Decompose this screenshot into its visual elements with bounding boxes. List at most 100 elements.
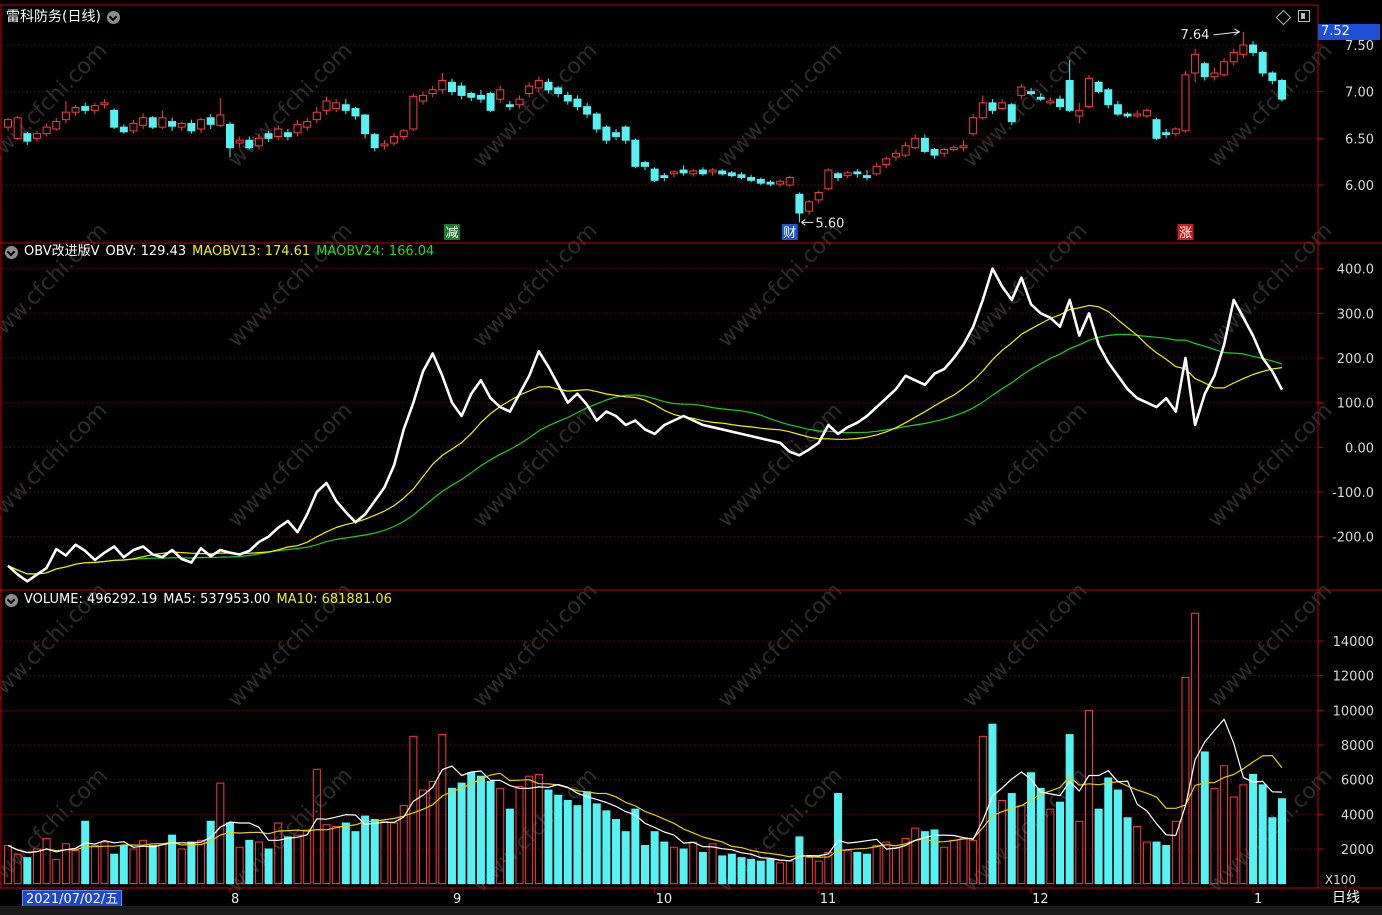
dropdown-circle-icon[interactable] <box>106 10 120 24</box>
candle <box>853 169 862 178</box>
candle-body <box>52 121 61 130</box>
candle <box>1142 108 1151 118</box>
candle-body <box>32 133 41 139</box>
volume-bar <box>766 858 775 885</box>
candle <box>641 160 649 171</box>
candle-body <box>679 169 688 174</box>
volume-bar <box>1046 808 1055 885</box>
volume-bar <box>1104 777 1113 885</box>
volume-bar <box>727 853 736 885</box>
candle <box>1123 112 1132 118</box>
watermark-text: www.cfchi.com <box>223 398 357 532</box>
obv-indicator-name[interactable]: OBV改进版V <box>24 244 100 259</box>
candle-body <box>1191 53 1200 74</box>
candle <box>409 93 418 131</box>
volume-value[interactable]: VOLUME: 496292.19 <box>24 592 158 607</box>
candle-body <box>853 171 862 175</box>
event-marker-label: 财 <box>783 226 796 241</box>
candle-body <box>4 119 12 128</box>
stock-title[interactable]: 雷科防务(日线) <box>6 9 101 25</box>
volume-bar <box>71 850 80 885</box>
candle <box>23 131 32 145</box>
candle-body <box>1239 44 1248 55</box>
volume-bar <box>409 735 418 885</box>
candle-body <box>1017 86 1026 96</box>
candle-body <box>563 94 572 102</box>
candle-body <box>959 145 968 149</box>
candle <box>148 115 157 129</box>
candle <box>1056 95 1065 111</box>
candle-body <box>1268 72 1277 81</box>
volume-bar <box>90 845 99 885</box>
candle-body <box>496 89 505 100</box>
volume-bar <box>1229 796 1238 885</box>
maobv24-line <box>7 333 1283 575</box>
candle-body <box>71 107 80 113</box>
event-marker-box <box>781 224 798 240</box>
volume-bar <box>1181 676 1190 885</box>
obv-tick-label: 100.0 <box>1337 397 1374 412</box>
volume-bar <box>891 846 900 885</box>
candle <box>139 113 148 129</box>
volume-bar <box>911 827 920 885</box>
candle <box>1239 31 1248 59</box>
event-marker[interactable]: 减 <box>443 224 460 241</box>
volume-bar <box>1056 801 1065 885</box>
event-marker[interactable]: 涨 <box>1177 224 1194 241</box>
candle <box>245 136 254 150</box>
volume-bar <box>1210 787 1219 885</box>
candle-body <box>727 172 736 177</box>
volume-bar <box>1191 612 1200 885</box>
volume-bar <box>322 824 331 885</box>
candle-body <box>776 180 785 185</box>
obv-dropdown-circle-icon[interactable] <box>5 245 18 259</box>
volume-bar <box>235 846 244 885</box>
candle <box>71 104 80 116</box>
candle <box>1075 102 1084 124</box>
volume-dropdown-circle-icon[interactable] <box>5 593 18 607</box>
volume-bar <box>1075 820 1084 885</box>
volume-bar <box>438 734 447 885</box>
candle <box>1094 80 1103 94</box>
period-label[interactable]: 日线 <box>1332 890 1360 906</box>
volume-tick-label: 10000 <box>1333 704 1374 719</box>
volume-bar <box>380 820 389 885</box>
obv-tick-label: 0.00 <box>1345 441 1374 456</box>
candle <box>110 108 119 129</box>
event-marker[interactable]: 财 <box>781 224 798 241</box>
obv-axis: 400.0 300.0 200.0 100.0 0.00 -100.0 -200.0 <box>2 263 1374 546</box>
window-icon[interactable] <box>1298 10 1310 22</box>
candle <box>612 129 621 141</box>
volume-bar <box>718 855 727 885</box>
candle <box>737 171 746 180</box>
volume-bar <box>1278 798 1286 885</box>
candle <box>322 96 331 115</box>
low-price-label: 5.60 <box>815 216 844 231</box>
candle <box>1278 78 1286 101</box>
volume-bar <box>1258 784 1267 885</box>
bottom-tab-strip[interactable] <box>0 906 1382 915</box>
volume-bar <box>264 848 273 885</box>
volume-bar <box>293 834 302 885</box>
candle-body <box>312 111 321 121</box>
cursor-date-label: 2021/07/02/五 <box>22 890 123 907</box>
candle <box>225 121 234 157</box>
candle <box>698 167 707 176</box>
volume-bar <box>1200 751 1209 885</box>
volume-bar <box>1239 784 1248 885</box>
candle <box>669 170 678 178</box>
candle-body <box>1036 96 1045 100</box>
candle <box>90 102 99 115</box>
candle <box>1027 87 1036 96</box>
candle-body <box>872 165 881 175</box>
volume-bar <box>81 820 90 885</box>
volume-bar <box>1113 789 1122 885</box>
candle-body <box>264 133 273 139</box>
volume-bar <box>119 845 128 885</box>
candle <box>882 157 891 169</box>
candle <box>235 136 244 148</box>
event-marker-label: 涨 <box>1179 226 1192 241</box>
candle-body <box>467 93 476 98</box>
volume-bar <box>274 822 283 885</box>
